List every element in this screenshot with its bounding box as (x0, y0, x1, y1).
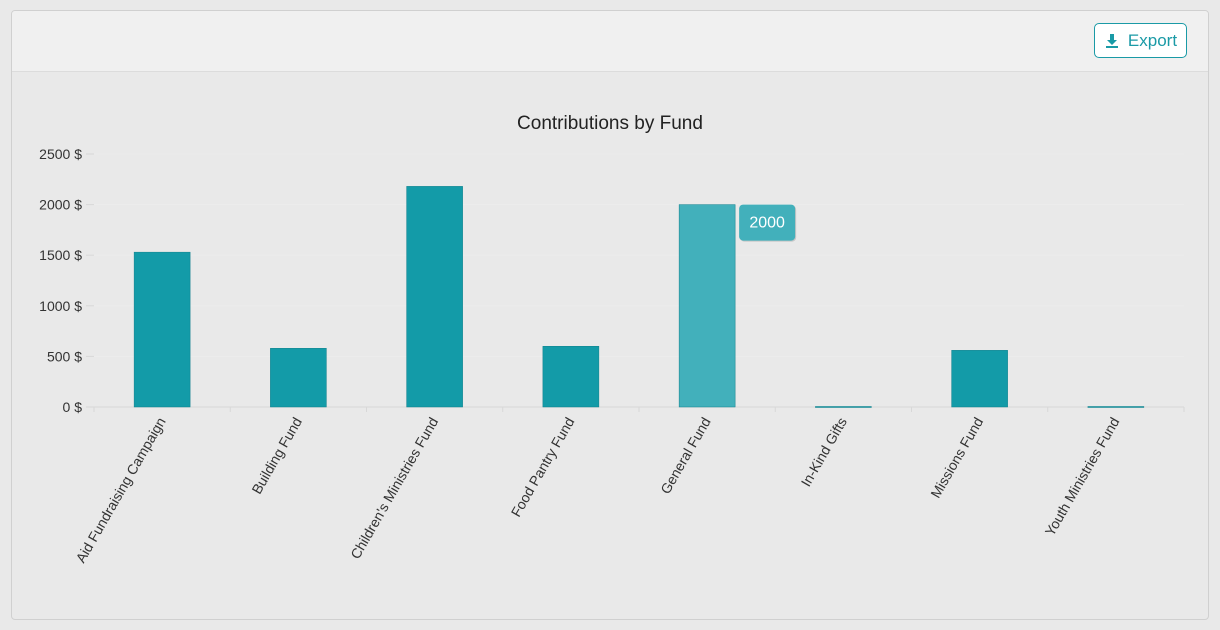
bar[interactable] (678, 204, 736, 408)
y-tick-label: 1000 $ (39, 298, 82, 314)
tooltip-value: 2000 (749, 215, 785, 232)
chart-title: Contributions by Fund (517, 113, 703, 134)
bar[interactable] (815, 406, 872, 408)
y-tick-label: 2000 $ (39, 197, 82, 213)
bar[interactable] (951, 350, 1008, 408)
y-tick-label: 500 $ (47, 348, 82, 364)
bar[interactable] (406, 186, 463, 408)
export-button[interactable]: Export (1094, 23, 1187, 58)
bars (133, 186, 1145, 408)
download-icon (1104, 33, 1120, 49)
bar[interactable] (270, 348, 327, 408)
bar[interactable] (133, 251, 191, 408)
bar[interactable] (542, 346, 600, 408)
y-tick-label: 0 $ (63, 399, 83, 415)
tooltip-box (739, 204, 796, 241)
y-axis-ticks: 0 $ 500 $ 1000 $ 1500 $ 2000 $ 2500 $ (39, 146, 94, 415)
y-tick-label: 2500 $ (39, 146, 82, 162)
bar[interactable] (1087, 406, 1145, 408)
export-label: Export (1127, 30, 1178, 50)
chart-panel: Export (11, 10, 1209, 620)
tooltip: 2000 (739, 204, 797, 242)
y-tick-label: 1500 $ (39, 247, 82, 263)
panel-header: Export (12, 11, 1208, 72)
